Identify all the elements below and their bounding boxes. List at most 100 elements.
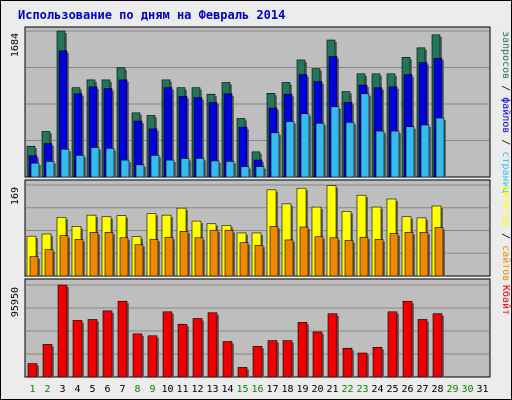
- bar-sites-17: [269, 226, 279, 277]
- bar-kbytes-6: [102, 310, 113, 378]
- x-tick-label-12: 12: [191, 384, 203, 395]
- x-tick-label-30: 30: [461, 384, 473, 395]
- bar-pages-13: [210, 160, 220, 178]
- x-tick-label-9: 9: [149, 384, 155, 395]
- bar-kbytes-10: [162, 311, 173, 378]
- x-tick-label-20: 20: [311, 384, 323, 395]
- bar-kbytes-27: [417, 319, 428, 378]
- bar-kbytes-24: [372, 346, 383, 378]
- panel-1-legend-item-1: /: [500, 227, 511, 245]
- bar-sites-19: [299, 226, 309, 277]
- x-tick-label-8: 8: [134, 384, 140, 395]
- bar-kbytes-2: [42, 344, 53, 378]
- x-tick-label-23: 23: [356, 384, 368, 395]
- x-tick-label-24: 24: [371, 384, 383, 395]
- bar-sites-10: [164, 236, 174, 277]
- bar-kbytes-26: [402, 300, 413, 378]
- chart-title: Использование по дням на Февраль 2014: [18, 8, 285, 22]
- bar-sites-8: [134, 244, 144, 277]
- bar-sites-22: [344, 240, 354, 277]
- x-tick-label-21: 21: [326, 384, 338, 395]
- bar-sites-27: [419, 232, 429, 277]
- bar-sites-9: [149, 239, 159, 277]
- x-tick-label-3: 3: [59, 384, 65, 395]
- panel-2-legend-item-0: Кбайт: [500, 285, 512, 315]
- bar-pages-17: [270, 132, 280, 178]
- bar-kbytes-5: [87, 319, 98, 378]
- bar-kbytes-12: [192, 318, 203, 378]
- bar-pages-28: [435, 117, 445, 178]
- bar-sites-20: [314, 236, 324, 277]
- bar-pages-6: [105, 148, 115, 178]
- bar-kbytes-13: [207, 312, 218, 378]
- bar-sites-1: [29, 256, 39, 277]
- bar-pages-24: [375, 130, 385, 178]
- bar-kbytes-21: [327, 313, 338, 378]
- bar-pages-14: [225, 161, 235, 178]
- panel-1-legend-item-2: сайтов: [500, 245, 512, 281]
- bar-sites-3: [59, 235, 69, 277]
- bar-kbytes-9: [147, 335, 158, 378]
- x-tick-label-6: 6: [104, 384, 110, 395]
- bar-pages-16: [255, 166, 265, 178]
- x-tick-label-4: 4: [74, 384, 80, 395]
- bar-kbytes-1: [27, 363, 38, 378]
- x-tick-label-17: 17: [266, 384, 278, 395]
- bar-sites-7: [119, 237, 129, 277]
- bar-kbytes-19: [297, 322, 308, 378]
- x-tick-label-22: 22: [341, 384, 353, 395]
- bar-kbytes-25: [387, 311, 398, 378]
- bar-pages-11: [180, 158, 190, 178]
- x-tick-label-10: 10: [161, 384, 173, 395]
- bar-pages-4: [75, 155, 85, 178]
- bar-kbytes-7: [117, 300, 128, 378]
- bar-sites-25: [389, 233, 399, 277]
- bar-pages-20: [315, 122, 325, 178]
- bar-kbytes-22: [342, 347, 353, 378]
- bar-pages-22: [345, 122, 355, 178]
- bar-pages-7: [120, 159, 130, 178]
- bar-sites-6: [104, 232, 114, 277]
- bar-kbytes-18: [282, 340, 293, 378]
- panel-1-ymax-label: 169: [10, 187, 21, 205]
- bar-pages-9: [150, 155, 160, 178]
- x-tick-label-26: 26: [401, 384, 413, 395]
- x-tick-label-29: 29: [446, 384, 458, 395]
- chart-panels: 1684 запросов / файлов / страниц 169 визито…: [10, 26, 512, 378]
- x-tick-label-27: 27: [416, 384, 428, 395]
- x-tick-label-16: 16: [251, 384, 263, 395]
- bar-sites-15: [239, 242, 249, 277]
- panel-1-legend: визитов / сайтов: [500, 185, 512, 281]
- bar-sites-4: [74, 239, 84, 277]
- bar-kbytes-17: [267, 340, 278, 378]
- bar-pages-18: [285, 121, 295, 178]
- bar-kbytes-14: [222, 341, 233, 378]
- bar-sites-23: [359, 236, 369, 277]
- bar-pages-19: [300, 113, 310, 178]
- bar-pages-8: [135, 164, 145, 178]
- panel-1: 169 визитов / сайтов: [10, 179, 512, 281]
- bar-pages-10: [165, 159, 175, 178]
- panel-1-legend-item-0: визитов: [500, 185, 511, 227]
- x-tick-label-14: 14: [221, 384, 233, 395]
- bar-sites-2: [44, 249, 54, 277]
- bar-pages-27: [420, 124, 430, 178]
- bar-sites-12: [194, 237, 204, 277]
- bar-pages-23: [360, 93, 370, 178]
- x-tick-label-19: 19: [296, 384, 308, 395]
- bar-kbytes-20: [312, 331, 323, 378]
- x-tick-label-28: 28: [431, 384, 443, 395]
- panel-0-legend-item-1: /: [500, 79, 511, 97]
- bar-sites-5: [89, 232, 99, 277]
- panel-2: 95950 Кбайт: [10, 278, 512, 378]
- panel-0-legend-item-3: /: [500, 133, 511, 151]
- x-tick-label-31: 31: [476, 384, 488, 395]
- bar-pages-1: [30, 162, 40, 178]
- bar-sites-14: [224, 229, 234, 277]
- bar-pages-21: [330, 106, 340, 178]
- bar-pages-3: [60, 148, 70, 178]
- panel-0: 1684 запросов / файлов / страниц: [10, 26, 512, 194]
- panel-0-legend-item-0: запросов: [500, 31, 511, 79]
- x-tick-label-15: 15: [236, 384, 248, 395]
